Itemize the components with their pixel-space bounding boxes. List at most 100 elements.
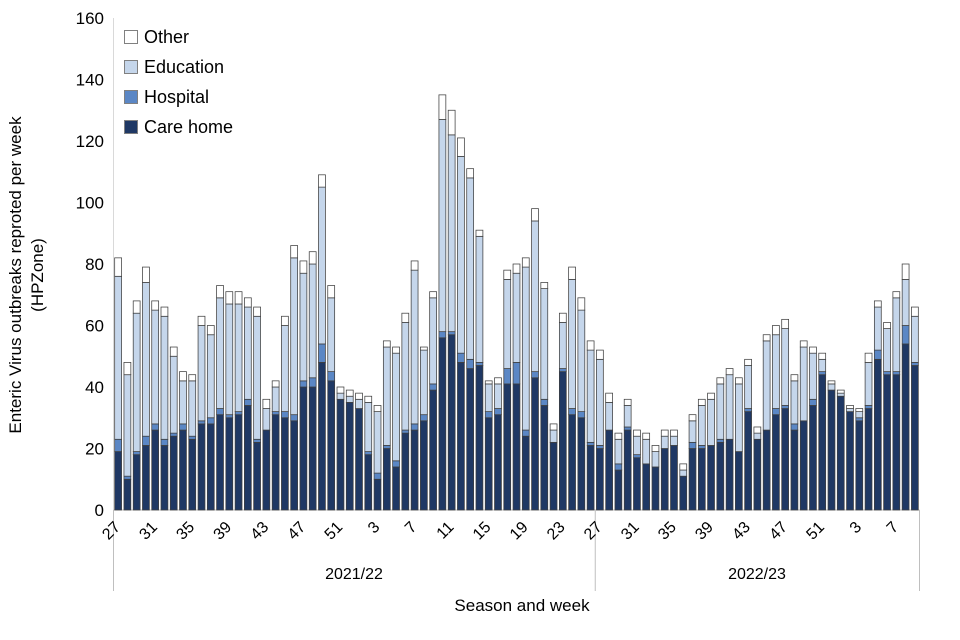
bar-segment-care-home: [623, 429, 632, 511]
bar-segment-education: [382, 346, 391, 446]
bar-segment-care-home: [132, 454, 141, 511]
bar-segment-care-home: [799, 420, 808, 511]
bar-segment-education: [762, 340, 771, 431]
legend-label-care-home: Care home: [144, 116, 234, 137]
bar-segment-education: [716, 383, 725, 440]
bar-segment-education: [836, 392, 845, 397]
x-tick-label: 47: [766, 519, 791, 544]
bar-segment-care-home: [688, 448, 697, 511]
bar-segment-other: [670, 429, 678, 437]
legend-label-education: Education: [144, 56, 225, 77]
bar-segment-other: [549, 423, 558, 431]
bar-segment-hospital: [197, 420, 206, 425]
bar-segment-other: [262, 398, 271, 409]
bar-segment-care-home: [401, 432, 410, 511]
chart-legend: Other Education Hospital Care home: [124, 22, 233, 142]
bar-segment-hospital: [392, 460, 400, 468]
bar-segment-care-home: [707, 445, 715, 511]
bar-segment-other: [225, 291, 234, 305]
bar-segment-hospital: [744, 408, 752, 412]
bar-segment-other: [290, 245, 298, 259]
y-tick-label: 160: [76, 9, 104, 28]
bar-segment-care-home: [864, 408, 873, 511]
bar-segment-care-home: [494, 414, 502, 511]
bar-segment-education: [475, 235, 484, 363]
bar-segment-education: [809, 352, 817, 400]
bar-segment-education: [605, 402, 613, 431]
bar-segment-education: [466, 177, 475, 360]
bar-segment-care-home: [244, 405, 252, 511]
bar-segment-care-home: [336, 398, 345, 511]
legend-label-other: Other: [144, 26, 190, 47]
bar-segment-care-home: [716, 441, 725, 511]
bar-segment-other: [809, 346, 817, 354]
bar-segment-care-home: [420, 420, 428, 511]
bar-segment-other: [790, 374, 799, 382]
bar-segment-other: [901, 263, 910, 280]
y-axis-title-line2: (HPZone): [28, 238, 47, 312]
bar-segment-care-home: [438, 337, 447, 511]
bar-segment-hospital: [132, 451, 141, 456]
bar-segment-education: [753, 432, 762, 440]
bar-segment-hospital: [697, 445, 706, 449]
bar-segment-other: [132, 300, 141, 314]
bar-segment-care-home: [253, 441, 261, 511]
bar-segment-hospital: [864, 405, 873, 409]
bar-segment-other: [605, 392, 613, 403]
bar-segment-hospital: [901, 325, 910, 345]
bar-segment-hospital: [781, 405, 789, 409]
bar-segment-care-home: [670, 445, 678, 511]
season-label-2022-23: 2022/23: [728, 566, 786, 583]
bar-segment-education: [160, 315, 169, 440]
bar-segment-care-home: [290, 420, 298, 511]
bar-segment-education: [151, 309, 160, 425]
y-tick-label: 60: [85, 317, 104, 336]
bar-segment-education: [281, 325, 289, 412]
bar-segment-hospital: [373, 472, 382, 480]
bar-segment-care-home: [382, 448, 391, 511]
bar-segment-care-home: [457, 362, 465, 511]
bar-segment-hospital: [299, 380, 308, 388]
bar-segment-hospital: [318, 343, 326, 363]
bar-segment-other: [688, 414, 697, 422]
bar-segment-other: [753, 426, 762, 434]
bar-segment-education: [679, 469, 688, 477]
bar-segment-hospital: [271, 411, 280, 416]
bar-segment-care-home: [605, 429, 613, 511]
bar-segment-education: [355, 398, 363, 409]
bar-segment-other: [151, 300, 160, 311]
bar-segment-hospital: [475, 362, 484, 366]
bar-segment-other: [179, 371, 187, 382]
bar-segment-care-home: [197, 423, 206, 511]
bar-segment-education: [429, 297, 437, 385]
bar-segment-care-home: [558, 371, 567, 511]
bar-segment-other: [531, 208, 539, 222]
x-tick-label: 19: [507, 519, 532, 544]
bar-segment-education: [642, 438, 651, 465]
bar-segment-education: [512, 272, 521, 363]
bar-segment-education: [596, 358, 604, 446]
bar-segment-care-home: [392, 466, 400, 511]
bar-segment-education: [290, 257, 298, 416]
bar-segment-other: [846, 405, 854, 409]
bar-segment-care-home: [188, 438, 197, 511]
bar-segment-hospital: [716, 438, 725, 443]
bar-segment-other: [725, 368, 734, 376]
bar-segment-education: [244, 306, 252, 400]
x-tick-label: 3: [847, 519, 865, 537]
bar-segment-education: [521, 266, 530, 431]
bar-segment-education: [614, 438, 623, 465]
legend-label-hospital: Hospital: [144, 86, 210, 107]
bar-segment-education: [318, 186, 326, 345]
bar-segment-hospital: [596, 445, 604, 449]
x-tick-label: 15: [470, 519, 495, 544]
bar-segment-hospital: [531, 371, 539, 379]
bar-segment-care-home: [873, 358, 882, 511]
bar-segment-care-home: [809, 405, 817, 511]
y-tick-label: 80: [85, 255, 104, 274]
bar-segment-care-home: [308, 386, 317, 511]
bar-segment-hospital: [892, 371, 901, 376]
bar-segment-care-home: [753, 438, 762, 511]
bar-segment-care-home: [883, 374, 891, 511]
